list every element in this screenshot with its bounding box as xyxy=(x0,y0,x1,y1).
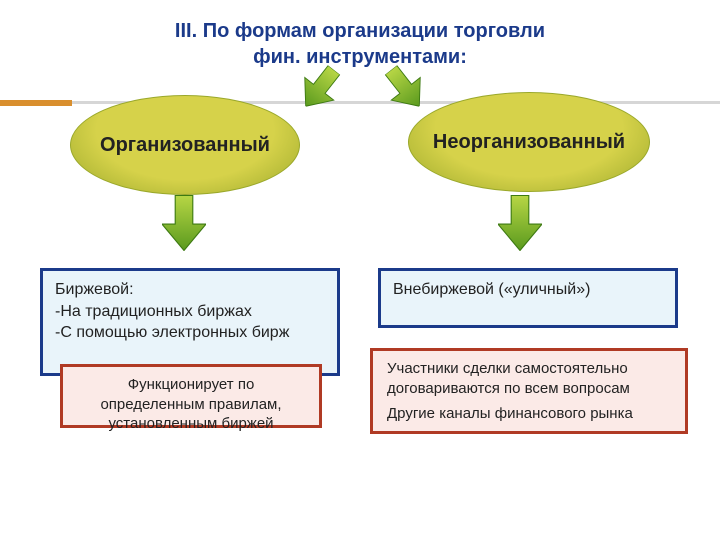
redbox-line: Другие каналы финансового рынка xyxy=(387,404,671,424)
arrow-2 xyxy=(162,195,206,251)
redbox-participants: Участники сделки самостоятельно договари… xyxy=(370,348,688,434)
page-title: III. По формам организации торговли фин.… xyxy=(0,18,720,70)
ellipse-unorganized-label: Неорганизованный xyxy=(433,130,625,154)
bluebox-line: -На традиционных биржах xyxy=(55,301,325,323)
bluebox-line: Внебиржевой («уличный») xyxy=(393,279,663,301)
bluebox-otc: Внебиржевой («уличный») xyxy=(378,268,678,328)
accent-bar xyxy=(0,100,72,106)
redbox-rules: Функционирует по определенным правилам, … xyxy=(60,364,322,428)
redbox-line: Функционирует по определенным правилам, … xyxy=(77,375,305,434)
arrow-3 xyxy=(498,195,542,251)
title-line2: фин. инструментами: xyxy=(253,46,467,68)
bluebox-exchange: Биржевой:-На традиционных биржах-С помощ… xyxy=(40,268,340,376)
ellipse-organized-label: Организованный xyxy=(100,133,270,157)
bluebox-line: -С помощью электронных бирж xyxy=(55,322,325,344)
bluebox-line: Биржевой: xyxy=(55,279,325,301)
ellipse-unorganized: Неорганизованный xyxy=(408,92,650,192)
title-line1: III. По формам организации торговли xyxy=(175,20,545,42)
redbox-line: Участники сделки самостоятельно договари… xyxy=(387,359,671,398)
ellipse-organized: Организованный xyxy=(70,95,300,195)
